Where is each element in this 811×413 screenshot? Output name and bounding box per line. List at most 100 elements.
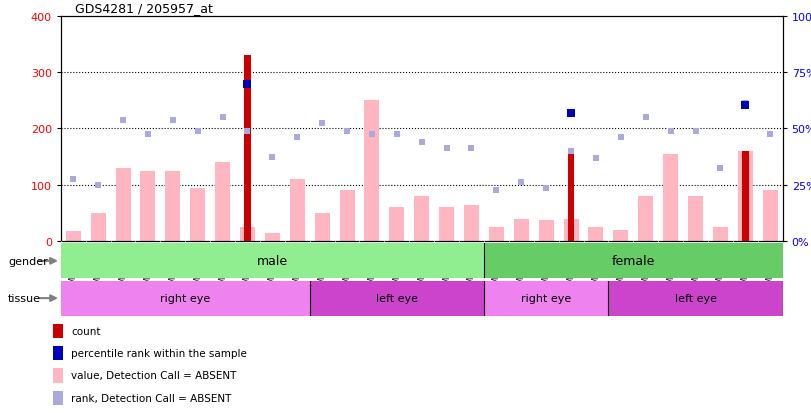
Text: GSM686963: GSM686963 (393, 245, 401, 293)
Bar (61, 281, 310, 316)
Bar (742, 152, 749, 242)
Bar (414, 197, 429, 242)
Text: GSM685650: GSM685650 (169, 245, 178, 293)
Bar (568, 149, 574, 242)
Point (739, 100, 752, 107)
Text: GSM686990: GSM686990 (293, 245, 302, 293)
Bar (116, 169, 131, 242)
Point (515, 179, 528, 186)
Text: GSM687002: GSM687002 (740, 245, 750, 293)
Point (241, 82, 254, 88)
Text: GSM685651: GSM685651 (193, 245, 202, 293)
Bar (564, 219, 578, 242)
Text: GSM686961: GSM686961 (218, 245, 227, 293)
Point (564, 148, 577, 155)
Point (216, 114, 229, 121)
Point (117, 117, 130, 124)
Point (315, 120, 328, 127)
Bar (514, 219, 529, 242)
Point (639, 114, 652, 121)
Bar (589, 228, 603, 242)
Point (764, 131, 777, 138)
Point (689, 128, 702, 135)
Bar (91, 214, 105, 242)
Point (241, 128, 254, 135)
Text: GSM687001: GSM687001 (716, 245, 725, 293)
Text: GSM686991: GSM686991 (467, 245, 476, 293)
Text: GSM687004: GSM687004 (616, 245, 625, 293)
Point (415, 140, 428, 147)
Text: GSM685652: GSM685652 (691, 245, 700, 293)
Text: left eye: left eye (375, 293, 418, 304)
Bar (244, 56, 251, 242)
Text: GSM685473: GSM685473 (118, 245, 127, 293)
Text: GSM686989: GSM686989 (442, 245, 451, 293)
Bar (53, 324, 63, 338)
Bar (762, 191, 778, 242)
Text: GSM685471: GSM685471 (69, 245, 78, 293)
Bar (53, 391, 63, 405)
Point (465, 145, 478, 152)
Bar (713, 228, 727, 242)
Text: GSM685475: GSM685475 (666, 245, 675, 293)
Bar (191, 188, 205, 242)
Text: GSM685523: GSM685523 (342, 245, 351, 293)
Bar (489, 228, 504, 242)
Text: GSM685472: GSM685472 (93, 245, 103, 293)
Text: GSM685601: GSM685601 (144, 245, 152, 293)
Text: GSM685470: GSM685470 (642, 245, 650, 293)
Bar (240, 228, 255, 242)
Bar (53, 368, 63, 383)
Text: GSM686984: GSM686984 (542, 245, 551, 293)
Point (664, 128, 677, 135)
Point (714, 165, 727, 172)
Point (341, 128, 354, 135)
Point (739, 102, 752, 109)
Bar (310, 281, 484, 316)
Bar (53, 346, 63, 361)
Point (141, 131, 154, 138)
Point (590, 155, 603, 161)
Text: GSM687003: GSM687003 (766, 245, 775, 293)
Text: GSM686962: GSM686962 (243, 245, 252, 293)
Text: female: female (611, 255, 655, 268)
Point (440, 145, 453, 152)
Bar (464, 205, 479, 242)
Point (266, 154, 279, 161)
Point (615, 134, 628, 141)
Text: GSM685603: GSM685603 (367, 245, 376, 293)
Text: rank, Detection Call = ABSENT: rank, Detection Call = ABSENT (71, 393, 231, 403)
Text: value, Detection Call = ABSENT: value, Detection Call = ABSENT (71, 370, 236, 380)
Bar (738, 152, 753, 242)
Bar (364, 101, 380, 242)
Text: percentile rank within the sample: percentile rank within the sample (71, 349, 247, 358)
Point (291, 134, 304, 141)
Text: count: count (71, 326, 101, 336)
Bar (290, 180, 305, 242)
Bar (613, 230, 629, 242)
Point (191, 128, 204, 135)
Text: gender: gender (8, 256, 48, 266)
Text: GSM685474: GSM685474 (492, 245, 501, 293)
Point (366, 131, 379, 138)
Bar (61, 244, 484, 279)
Text: GSM685522: GSM685522 (318, 245, 327, 294)
Text: GSM686985: GSM686985 (567, 245, 576, 293)
Text: GSM686986: GSM686986 (417, 245, 427, 293)
Bar (439, 208, 454, 242)
Point (564, 110, 577, 116)
Point (390, 131, 403, 138)
Bar (484, 281, 608, 316)
Text: GSM686988: GSM686988 (268, 245, 277, 293)
Bar (663, 154, 678, 242)
Bar (340, 191, 354, 242)
Text: left eye: left eye (675, 293, 716, 304)
Bar (638, 197, 653, 242)
Text: right eye: right eye (521, 293, 571, 304)
Bar (484, 244, 783, 279)
Point (67, 176, 79, 183)
Text: GSM686987: GSM686987 (591, 245, 600, 293)
Point (92, 182, 105, 189)
Bar (66, 231, 81, 242)
Bar (389, 208, 405, 242)
